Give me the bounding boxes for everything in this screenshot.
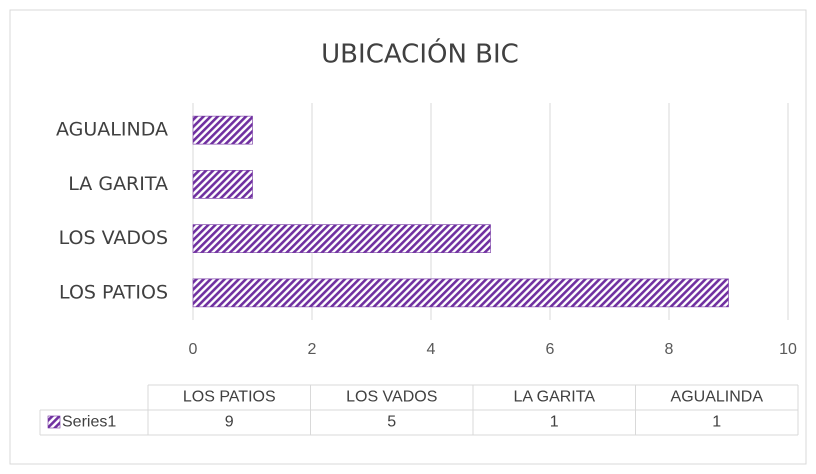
- table-value: 5: [387, 414, 396, 431]
- table-value: 1: [550, 414, 559, 431]
- x-tick-label: 10: [779, 341, 797, 358]
- y-tick-label: LOS PATIOS: [59, 281, 168, 303]
- y-tick-label: LOS VADOS: [59, 227, 168, 249]
- bar: [192, 278, 729, 308]
- x-tick-label: 6: [546, 341, 555, 358]
- legend-key: [47, 415, 61, 429]
- bar: [192, 170, 253, 199]
- table-value: 1: [712, 414, 721, 431]
- chart-title: UBICACIÓN BIC: [321, 38, 519, 70]
- table-value: 9: [225, 414, 234, 431]
- x-tick-label: 4: [427, 341, 436, 358]
- y-tick-label: LA GARITA: [68, 173, 168, 195]
- y-tick-label: AGUALINDA: [56, 119, 168, 141]
- bar: [192, 224, 491, 253]
- table-header: LOS VADOS: [346, 389, 437, 406]
- x-tick-label: 0: [189, 341, 198, 358]
- bar: [192, 115, 253, 145]
- x-tick-label: 8: [665, 341, 674, 358]
- x-tick-label: 2: [308, 341, 317, 358]
- legend-label: Series1: [62, 414, 116, 431]
- table-header: LA GARITA: [513, 389, 595, 406]
- table-header: AGUALINDA: [671, 389, 764, 406]
- table-header: LOS PATIOS: [183, 389, 276, 406]
